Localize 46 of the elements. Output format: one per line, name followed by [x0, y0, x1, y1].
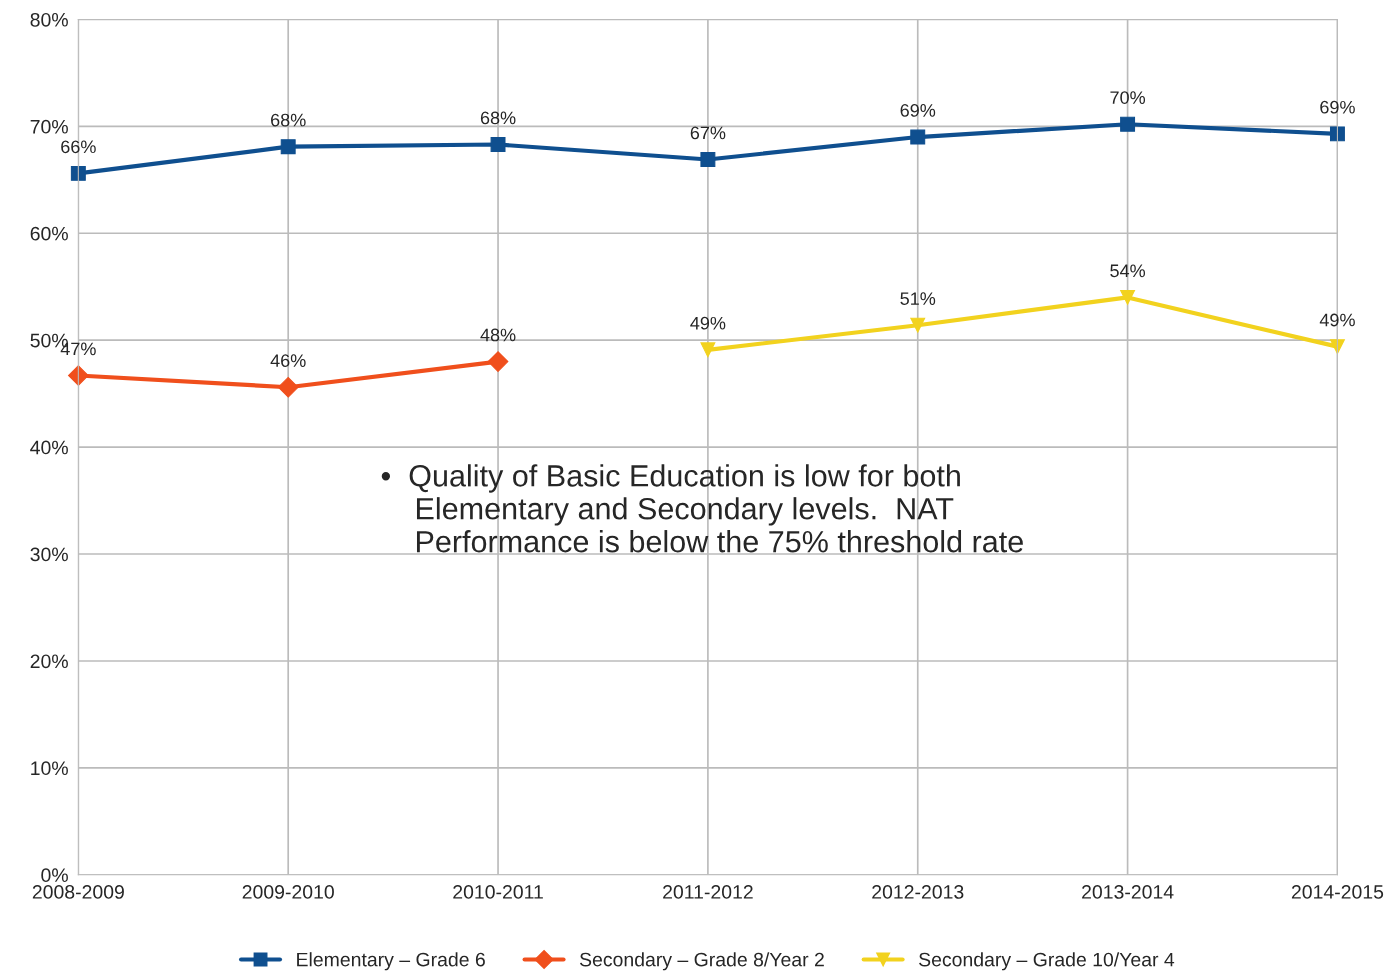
- x-tick-label: 2009-2010: [242, 885, 334, 899]
- data-label: 68%: [271, 113, 306, 127]
- point: [490, 137, 506, 152]
- point: [700, 342, 716, 358]
- y-tick-label: 10%: [31, 761, 68, 776]
- data-label: 69%: [900, 104, 936, 117]
- data-label: 49%: [690, 316, 726, 330]
- x-tick-label: 2010-2011: [453, 885, 543, 899]
- legend-label: Elementary – Grade 6: [297, 952, 485, 971]
- point: [1329, 339, 1345, 355]
- y-tick-label: 70%: [30, 119, 68, 134]
- point: [910, 129, 926, 145]
- point: [277, 376, 299, 398]
- x-tick-label: 2014-2015: [1291, 885, 1384, 899]
- x-tick-label: 2012-2013: [872, 885, 964, 899]
- legend-label: Secondary – Grade 10/Year 4: [919, 952, 1175, 971]
- data-label: 70%: [1110, 91, 1146, 104]
- point: [487, 351, 509, 372]
- data-label: 46%: [270, 354, 306, 368]
- point: [68, 365, 89, 386]
- y-tick-label: 30%: [30, 547, 68, 562]
- y-tick-label: 40%: [30, 440, 68, 455]
- y-tick-label: 0%: [41, 868, 68, 883]
- point: [70, 165, 86, 181]
- data-label: 54%: [1110, 264, 1146, 278]
- y-tick-label: 80%: [30, 12, 68, 27]
- point: [1329, 126, 1345, 142]
- point: [910, 317, 926, 333]
- point: [1120, 289, 1136, 305]
- x-tick-label: 2013-2014: [1082, 885, 1174, 899]
- data-label: 49%: [1319, 313, 1355, 327]
- data-label: 69%: [1320, 100, 1355, 114]
- annotation: • Quality of Basic Education is low for both Elementary and Secondary levels. NAT Performance is below the 75% threshold rate: [381, 464, 1023, 553]
- y-tick-label: 60%: [30, 226, 68, 241]
- point: [1120, 116, 1136, 132]
- data-label: 48%: [480, 328, 516, 342]
- x-tick-label: 2008-2009: [32, 885, 124, 899]
- data-label: 67%: [690, 126, 726, 140]
- data-label: 66%: [61, 140, 96, 154]
- y-tick-label: 20%: [30, 654, 68, 669]
- point: [280, 139, 296, 155]
- legend-label: Secondary – Grade 8/Year 2: [579, 952, 824, 971]
- data-label: 68%: [480, 111, 516, 125]
- x-tick-label: 2011-2012: [663, 885, 753, 899]
- point: [700, 152, 716, 167]
- data-label: 51%: [900, 292, 936, 305]
